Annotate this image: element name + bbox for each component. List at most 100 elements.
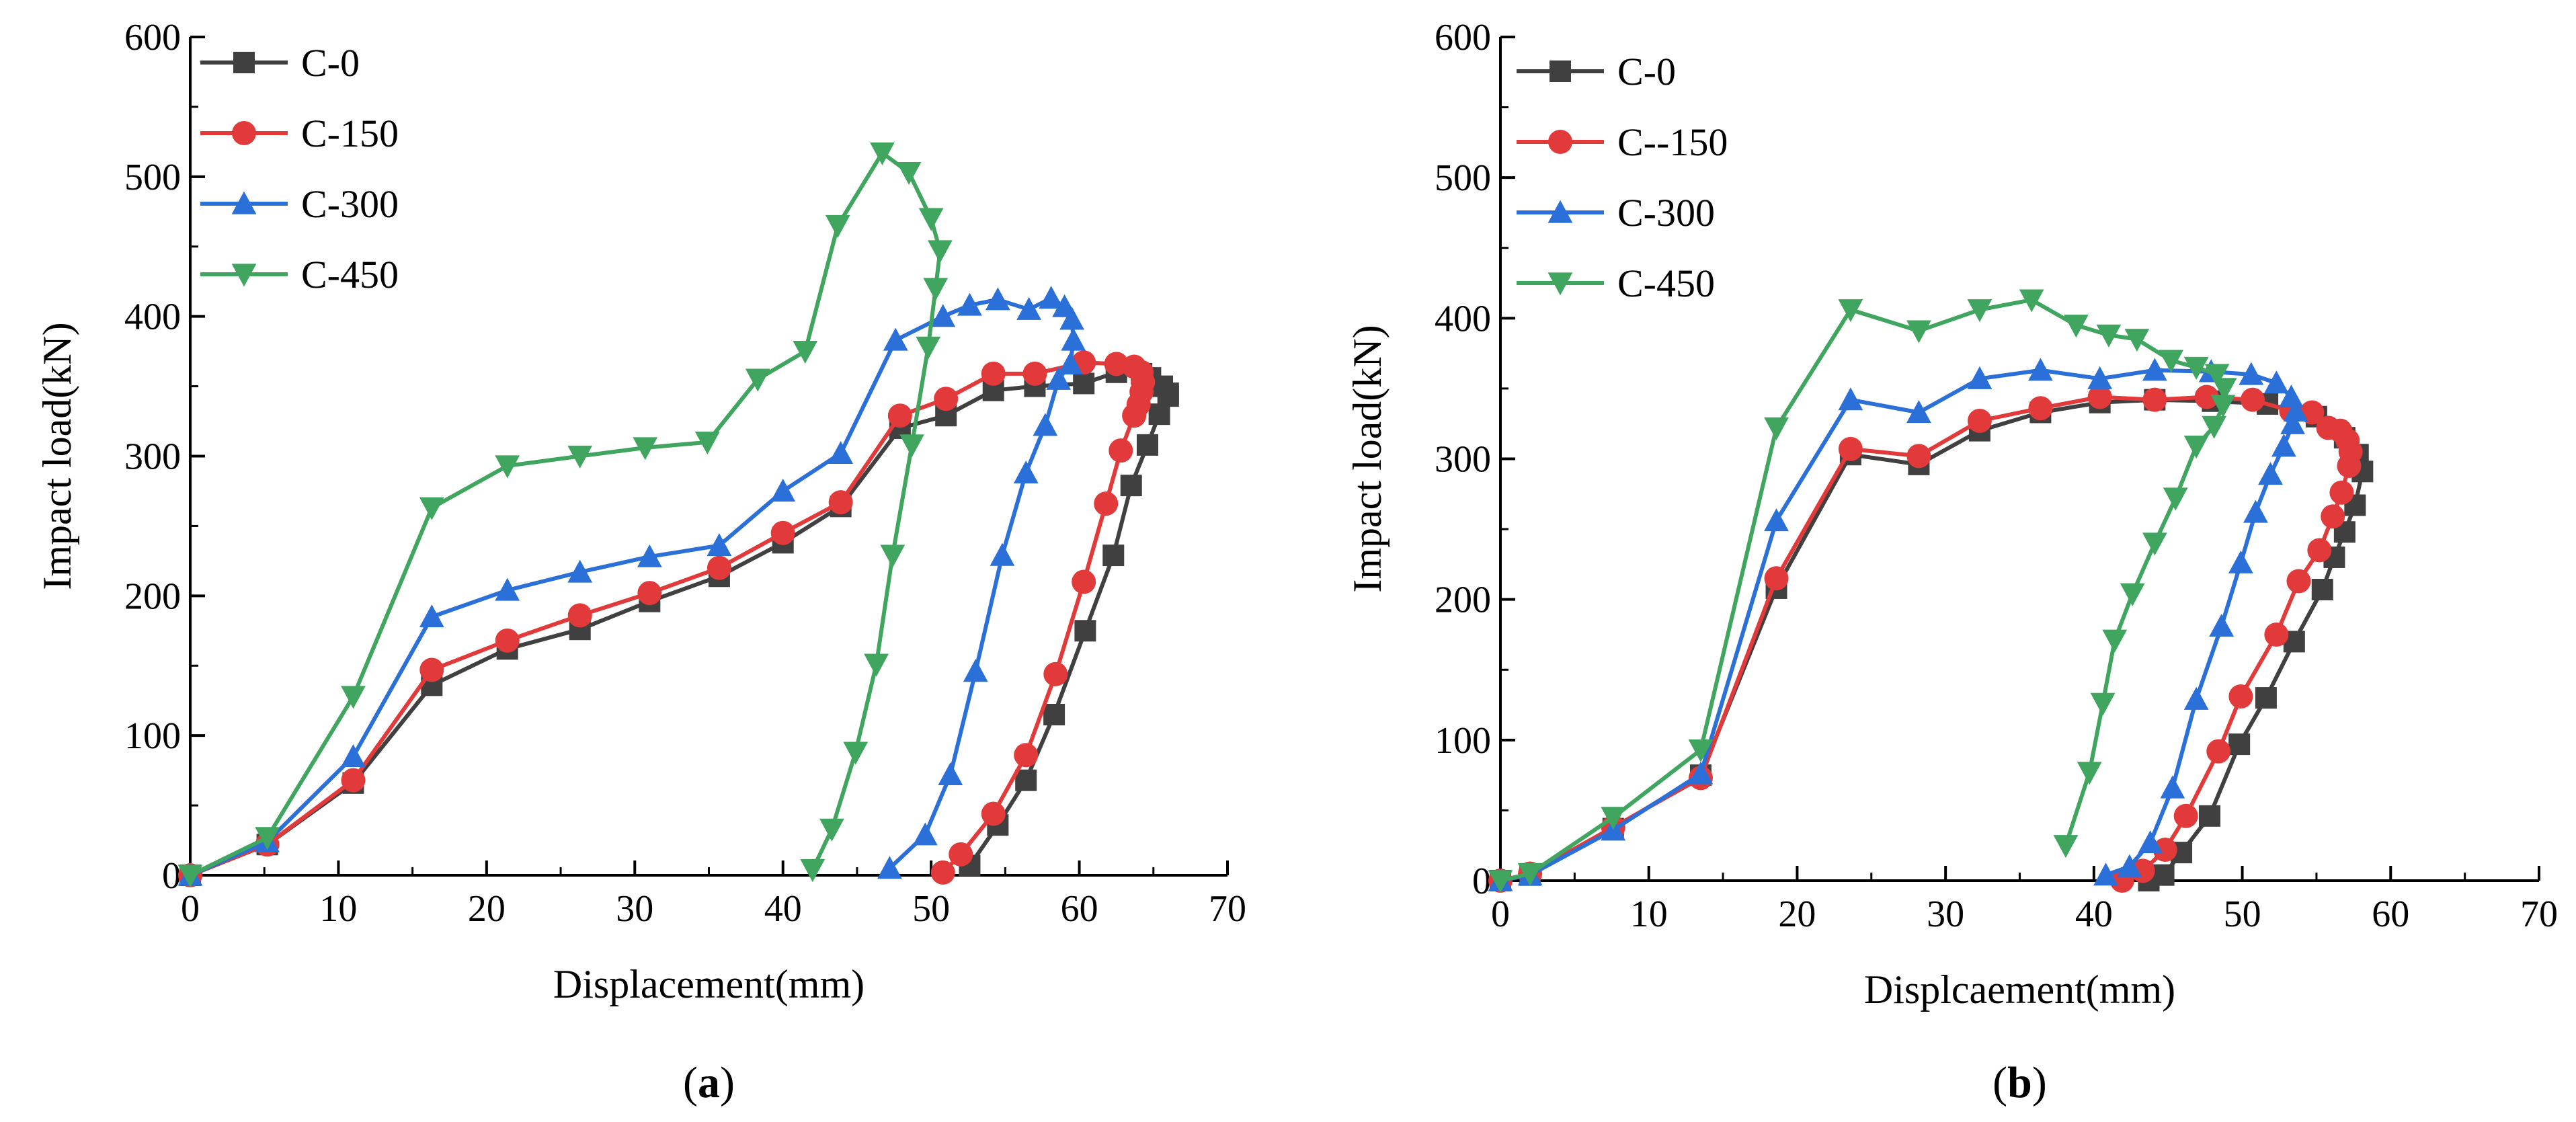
data-point xyxy=(2258,462,2283,485)
legend: C-0 C--150 C-300 C-450 xyxy=(1517,50,1728,305)
legend-label: C-300 xyxy=(1617,191,1715,235)
data-point xyxy=(2243,499,2268,523)
data-point xyxy=(1014,743,1039,768)
data-point xyxy=(912,822,938,846)
data-point xyxy=(981,361,1006,386)
data-point xyxy=(2159,350,2184,373)
caption-open: ( xyxy=(683,1058,698,1107)
data-point xyxy=(419,657,444,682)
data-point xyxy=(899,434,924,458)
data-point xyxy=(2311,579,2333,601)
data-point xyxy=(2124,329,2150,352)
data-point xyxy=(930,304,956,327)
data-point xyxy=(2117,854,2142,877)
data-point xyxy=(2142,532,2167,556)
data-point xyxy=(770,479,796,502)
x-tick-label: 40 xyxy=(764,888,802,930)
data-point xyxy=(2138,830,2163,854)
data-point xyxy=(495,455,520,479)
data-point xyxy=(419,604,444,628)
data-point xyxy=(341,768,366,793)
data-point xyxy=(2087,366,2113,389)
data-point xyxy=(495,577,520,601)
data-point xyxy=(2210,395,2236,418)
data-point xyxy=(1838,436,1863,461)
legend-label: C--150 xyxy=(1617,120,1728,164)
data-point xyxy=(887,403,912,428)
legend-label: C-450 xyxy=(301,253,399,296)
data-point xyxy=(1022,361,1047,386)
data-point xyxy=(2183,436,2209,459)
data-point xyxy=(341,744,366,767)
data-point xyxy=(828,440,854,464)
data-point xyxy=(1057,351,1083,374)
data-point xyxy=(1072,569,1096,594)
caption-open: ( xyxy=(1993,1058,2007,1107)
x-tick-label: 20 xyxy=(1778,893,1816,935)
data-point xyxy=(2204,364,2230,387)
x-tick-label: 20 xyxy=(468,888,506,930)
data-point xyxy=(2199,805,2221,827)
x-tick-label: 10 xyxy=(319,888,357,930)
chart-panel-a: 0 10 20 30 40 50 60 70 0 100 200 300 400 500 600 Displa… xyxy=(35,17,1246,1107)
data-point xyxy=(800,859,826,883)
data-point xyxy=(2028,358,2053,381)
data-point xyxy=(938,762,963,785)
data-point xyxy=(877,856,902,879)
data-point xyxy=(1906,320,1931,344)
data-point xyxy=(1074,620,1096,642)
legend-label: C-300 xyxy=(301,182,399,226)
data-point xyxy=(870,142,895,165)
data-point xyxy=(567,603,592,628)
legend-marker xyxy=(1547,272,1573,296)
x-tick-label: 40 xyxy=(2075,893,2113,935)
data-point xyxy=(707,533,732,557)
data-point xyxy=(918,208,944,231)
data-point xyxy=(2077,762,2102,785)
data-point xyxy=(1122,403,1147,428)
y-tick-label: 100 xyxy=(1435,720,1491,762)
data-point xyxy=(2093,863,2118,886)
data-point xyxy=(1488,870,1513,893)
data-point xyxy=(1102,545,1125,567)
data-point xyxy=(2271,434,2296,457)
data-point xyxy=(2255,687,2277,709)
data-point xyxy=(633,437,658,460)
data-point xyxy=(896,161,922,185)
y-tick-label: 500 xyxy=(1435,157,1491,199)
data-point xyxy=(637,544,662,567)
data-point xyxy=(2183,356,2209,380)
data-point xyxy=(828,490,853,515)
data-point xyxy=(2120,583,2145,606)
data-point xyxy=(880,545,905,568)
data-point xyxy=(1967,366,1993,389)
legend-marker xyxy=(1547,200,1573,223)
series-line xyxy=(189,296,1076,877)
data-point xyxy=(255,827,280,850)
data-point xyxy=(2063,315,2089,338)
data-point xyxy=(2263,370,2289,394)
data-point xyxy=(2280,411,2306,434)
x-tick-label: 60 xyxy=(2372,893,2409,935)
data-point xyxy=(1967,409,1992,434)
series-line xyxy=(189,360,1145,877)
data-point xyxy=(1109,438,1133,463)
x-axis-title: Displcaement(mm) xyxy=(1864,967,2175,1012)
data-point xyxy=(2209,614,2235,637)
y-tick-label: 200 xyxy=(1435,579,1491,621)
data-point xyxy=(341,686,366,709)
data-point xyxy=(1838,387,1863,411)
series-C-450 xyxy=(1488,289,2237,893)
x-tick-label: 50 xyxy=(912,888,950,930)
data-point xyxy=(2307,538,2332,563)
data-point xyxy=(2096,324,2122,348)
data-point xyxy=(916,336,941,360)
data-point xyxy=(707,555,731,580)
y-tick-label: 500 xyxy=(124,157,181,198)
data-point xyxy=(567,559,593,583)
x-tick-label: 30 xyxy=(616,888,653,930)
data-point xyxy=(957,292,982,316)
data-point xyxy=(1061,327,1086,351)
data-point xyxy=(2160,775,2185,799)
data-point xyxy=(1046,366,1072,390)
